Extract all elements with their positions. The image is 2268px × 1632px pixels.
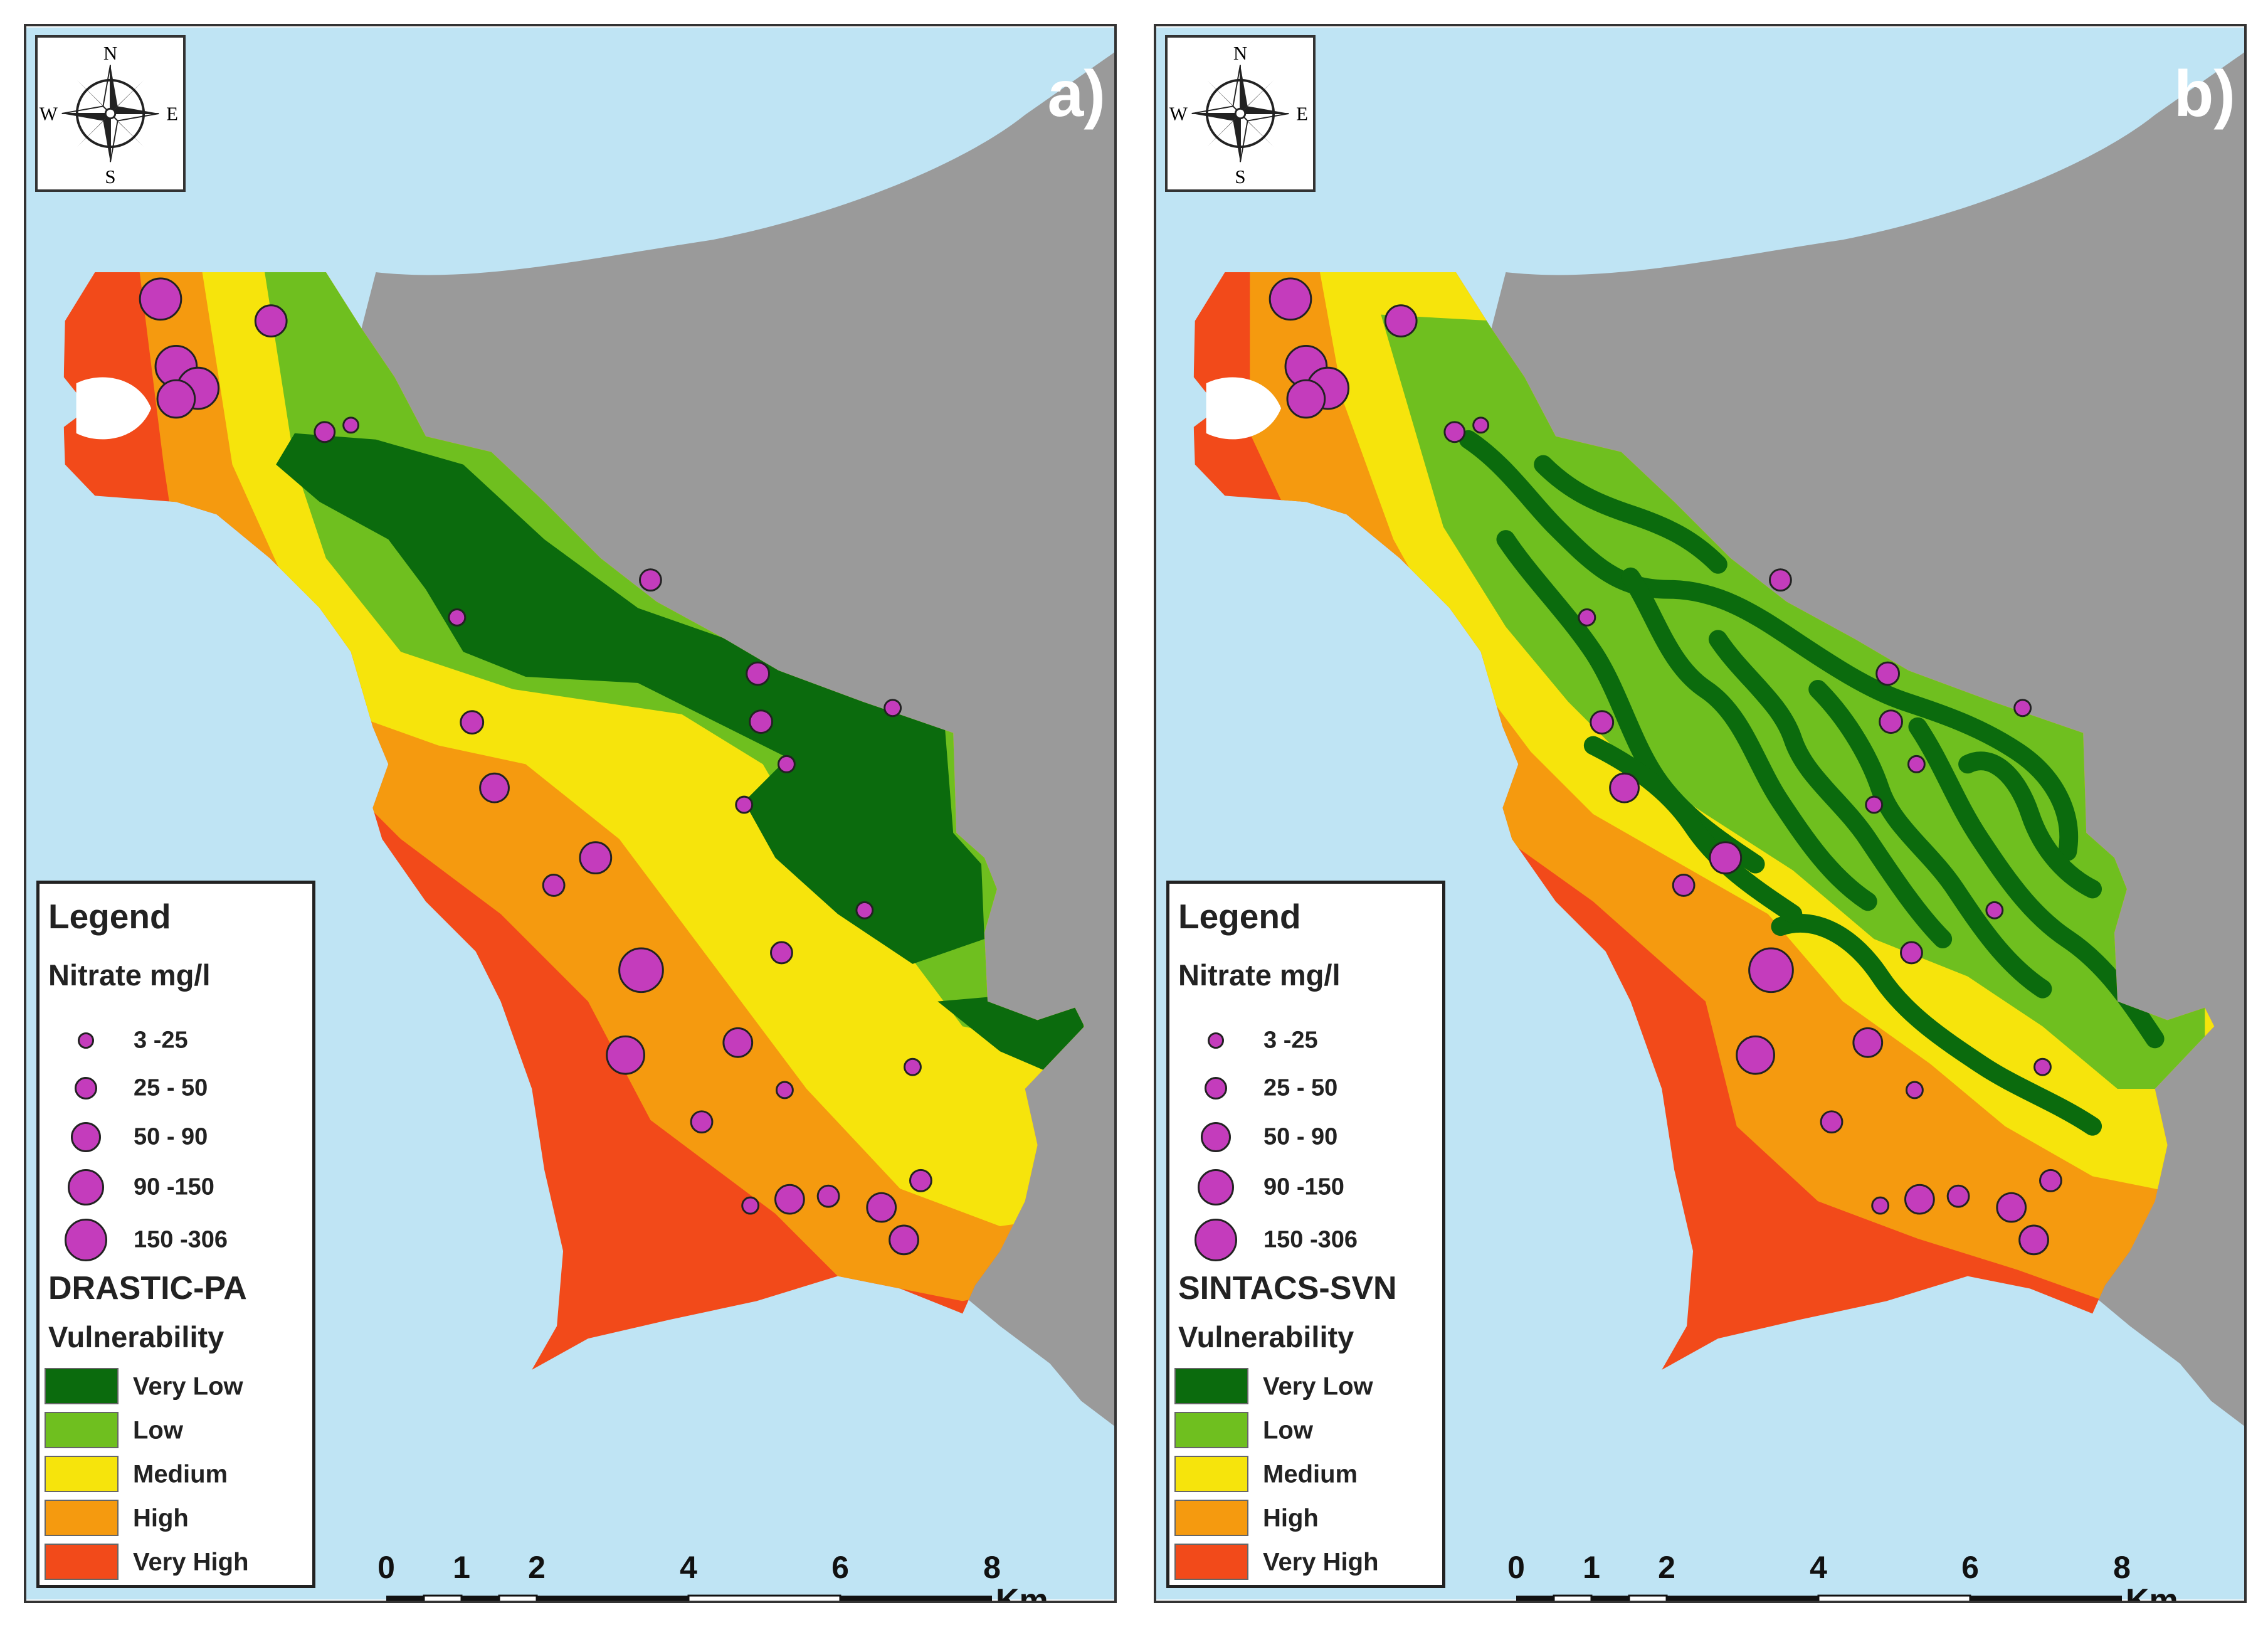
scale-bar: 0 1 2 4 6 8 Km	[1507, 1550, 2178, 1601]
vulnerability-class-row: High	[1174, 1500, 1438, 1537]
legend-title: Legend	[48, 897, 171, 936]
legend: Legend Nitrate mg/l 3 -25 25 - 50 50 - 9…	[1166, 881, 1445, 1588]
vulnerability-class-row: Very High	[45, 1544, 308, 1581]
legend-title: Legend	[1178, 897, 1301, 936]
compass-n: N	[1233, 42, 1247, 64]
nitrate-class-row: 150 -306	[1169, 1215, 1442, 1265]
nitrate-class-row: 90 -150	[1169, 1162, 1442, 1212]
compass-s: S	[1235, 166, 1245, 188]
scale-bar: 0 1 2 4 6 8 Km	[377, 1550, 1048, 1601]
vulnerability-title: Vulnerability	[48, 1320, 224, 1354]
vulnerability-class-row: Very High	[1174, 1544, 1438, 1581]
method-name: DRASTIC-PA	[48, 1270, 247, 1306]
scale-tick: 4	[680, 1550, 697, 1585]
compass-e: E	[166, 103, 178, 125]
scale-tick: 2	[1658, 1550, 1675, 1585]
scale-tick: 8	[983, 1550, 1001, 1585]
nitrate-class-row: 50 - 90	[1169, 1112, 1442, 1162]
vulnerability-class-row: Low	[1174, 1412, 1438, 1449]
scale-unit: Km	[996, 1582, 1048, 1603]
legend: Legend Nitrate mg/l 3 -25 25 - 50 50 - 9…	[36, 881, 315, 1588]
scale-tick: 0	[1507, 1550, 1525, 1585]
method-name: SINTACS-SVN	[1178, 1270, 1397, 1306]
scale-tick: 1	[453, 1550, 470, 1585]
map-panel-a: a) N S W E Legend Nitrate mg/l 3 -25 25 …	[24, 24, 1117, 1603]
nitrate-class-row: 150 -306	[40, 1215, 312, 1265]
vulnerability-class-row: Low	[45, 1412, 308, 1449]
map-panel-b: b) N S W E Legend Nitrate mg/l 3 -25 25 …	[1154, 24, 2247, 1603]
scale-tick: 1	[1583, 1550, 1600, 1585]
scale-tick: 6	[1961, 1550, 1979, 1585]
nitrate-points-a	[139, 277, 932, 1256]
compass-rose-icon: N S W E	[35, 35, 186, 192]
compass-s: S	[105, 166, 115, 188]
scale-tick: 8	[2113, 1550, 2131, 1585]
compass-n: N	[103, 42, 117, 64]
scale-tick: 6	[831, 1550, 849, 1585]
scale-tick: 0	[377, 1550, 395, 1585]
scale-tick: 2	[528, 1550, 546, 1585]
compass-w: W	[40, 103, 58, 125]
nitrate-title: Nitrate mg/l	[48, 958, 211, 992]
nitrate-class-row: 25 - 50	[40, 1063, 312, 1113]
nitrate-class-row: 90 -150	[40, 1162, 312, 1212]
scale-unit: Km	[2126, 1582, 2178, 1603]
vulnerability-class-row: Medium	[1174, 1456, 1438, 1493]
vulnerability-class-row: Medium	[45, 1456, 308, 1493]
compass-rose-icon: N S W E	[1165, 35, 1316, 192]
compass-w: W	[1169, 103, 1188, 125]
vulnerability-class-row: Very Low	[45, 1368, 308, 1406]
compass-e: E	[1296, 103, 1308, 125]
scale-tick: 4	[1810, 1550, 1827, 1585]
nitrate-class-row: 3 -25	[1169, 1015, 1442, 1066]
vulnerability-class-row: High	[45, 1500, 308, 1537]
panel-letter: b)	[2173, 58, 2235, 130]
nitrate-class-row: 50 - 90	[40, 1112, 312, 1162]
vulnerability-class-row: Very Low	[1174, 1368, 1438, 1406]
nitrate-points-b	[1268, 277, 2062, 1256]
nitrate-title: Nitrate mg/l	[1178, 958, 1341, 992]
nitrate-class-row: 3 -25	[40, 1015, 312, 1066]
panel-letter: a)	[1047, 58, 1105, 130]
nitrate-class-row: 25 - 50	[1169, 1063, 1442, 1113]
vulnerability-title: Vulnerability	[1178, 1320, 1354, 1354]
